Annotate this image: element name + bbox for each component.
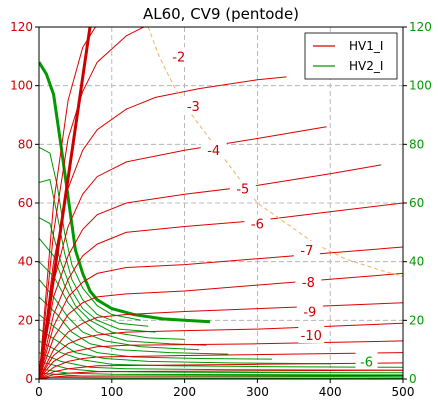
- curve-label: -7: [300, 244, 313, 259]
- curve-label-bg: [244, 214, 271, 232]
- y-left-tick-label: 60: [18, 196, 33, 210]
- legend-label: HV1_I: [349, 39, 383, 53]
- hv1-series-line: [39, 352, 403, 379]
- x-tick-label: 200: [173, 385, 196, 399]
- plot-frame: [38, 26, 404, 380]
- green-label-bg: [355, 352, 378, 369]
- curve-label: -5: [236, 182, 249, 197]
- curve-label-bg: [165, 47, 192, 65]
- y-right-tick-label: 60: [409, 196, 424, 210]
- curve-label-bg: [180, 97, 207, 115]
- x-tick-label: 300: [246, 385, 269, 399]
- curve-label: -8: [302, 276, 315, 291]
- y-right-tick-label: 0: [409, 372, 417, 386]
- hv1-series-line: [39, 375, 403, 379]
- hv2-series-line: [39, 61, 211, 324]
- grid-lines: [39, 27, 403, 379]
- y-left-tick-label: 100: [10, 79, 33, 93]
- y-right-tick-label: 120: [409, 20, 432, 34]
- x-tick-label: 100: [100, 385, 123, 399]
- y-left-tick-label: 20: [18, 313, 33, 327]
- axes: 0 100 200 300 400 500020406080100120020406080…: [10, 20, 432, 399]
- hv1-series-line: [39, 362, 403, 379]
- y-left-tick-label: 120: [10, 20, 33, 34]
- y-right-tick-label: 40: [409, 255, 424, 269]
- curve-label: -4: [207, 144, 220, 159]
- hv2-series-line: [39, 340, 403, 368]
- hv2-series-line: [39, 178, 149, 327]
- hv2-series-line: [39, 368, 403, 376]
- hv1-series-line: [39, 246, 403, 379]
- chart-title: AL60, CV9 (pentode): [143, 5, 299, 23]
- hv1-series-line: [39, 322, 403, 379]
- hv1-series-line: [39, 302, 403, 379]
- curve-label-bg: [229, 179, 256, 197]
- hv1-series-line: [39, 164, 382, 379]
- hv1-series-line: [39, 202, 403, 379]
- curve-label: -9: [303, 306, 316, 321]
- y-left-tick-label: 40: [18, 255, 33, 269]
- curve-label: -10: [301, 329, 322, 344]
- curve-label: -3: [187, 100, 200, 115]
- y-left-tick-label: 80: [18, 137, 33, 151]
- hv2-series-line: [39, 261, 207, 346]
- legend: HV1_I HV2_I: [304, 32, 398, 80]
- hv1-series-line: [39, 369, 403, 379]
- curve-label-bg: [298, 326, 325, 343]
- y-left-tick-label: 0: [25, 372, 33, 386]
- hv2-series-line: [39, 376, 403, 379]
- y-right-tick-label: 80: [409, 137, 424, 151]
- curve-label-bg: [295, 273, 322, 291]
- curve-label-bg: [293, 240, 320, 258]
- legend-box: [304, 32, 398, 80]
- y-right-tick-label: 100: [409, 79, 432, 93]
- curve-label-bg: [200, 141, 227, 159]
- green-curve-label: -6: [360, 355, 373, 370]
- load-line: [39, 27, 92, 379]
- y-right-tick-label: 20: [409, 313, 424, 327]
- curve-label: -2: [172, 50, 185, 65]
- hv2-series-line: [39, 146, 141, 321]
- plot-border: [38, 26, 404, 380]
- plot-area: -2 -3 -4 -5 -6 -7 -8 -9 -10 -6: [39, 27, 403, 379]
- hv1-series-line: [39, 126, 327, 379]
- hv1-series-line: [39, 272, 403, 379]
- legend-label: HV2_I: [349, 59, 383, 73]
- hv2-series-line: [39, 296, 229, 355]
- hv1-series-line: [39, 27, 145, 379]
- hv1-series-line: [39, 340, 403, 379]
- hv2-series-line: [39, 328, 331, 365]
- hv2-series-line: [39, 352, 403, 371]
- curve-label-bg: [296, 302, 323, 320]
- curve-label: -6: [251, 218, 264, 233]
- x-tick-label: 0: [35, 385, 43, 399]
- hv2-series-line: [39, 314, 273, 360]
- x-tick-label: 400: [319, 385, 342, 399]
- x-tick-label: 500: [392, 385, 415, 399]
